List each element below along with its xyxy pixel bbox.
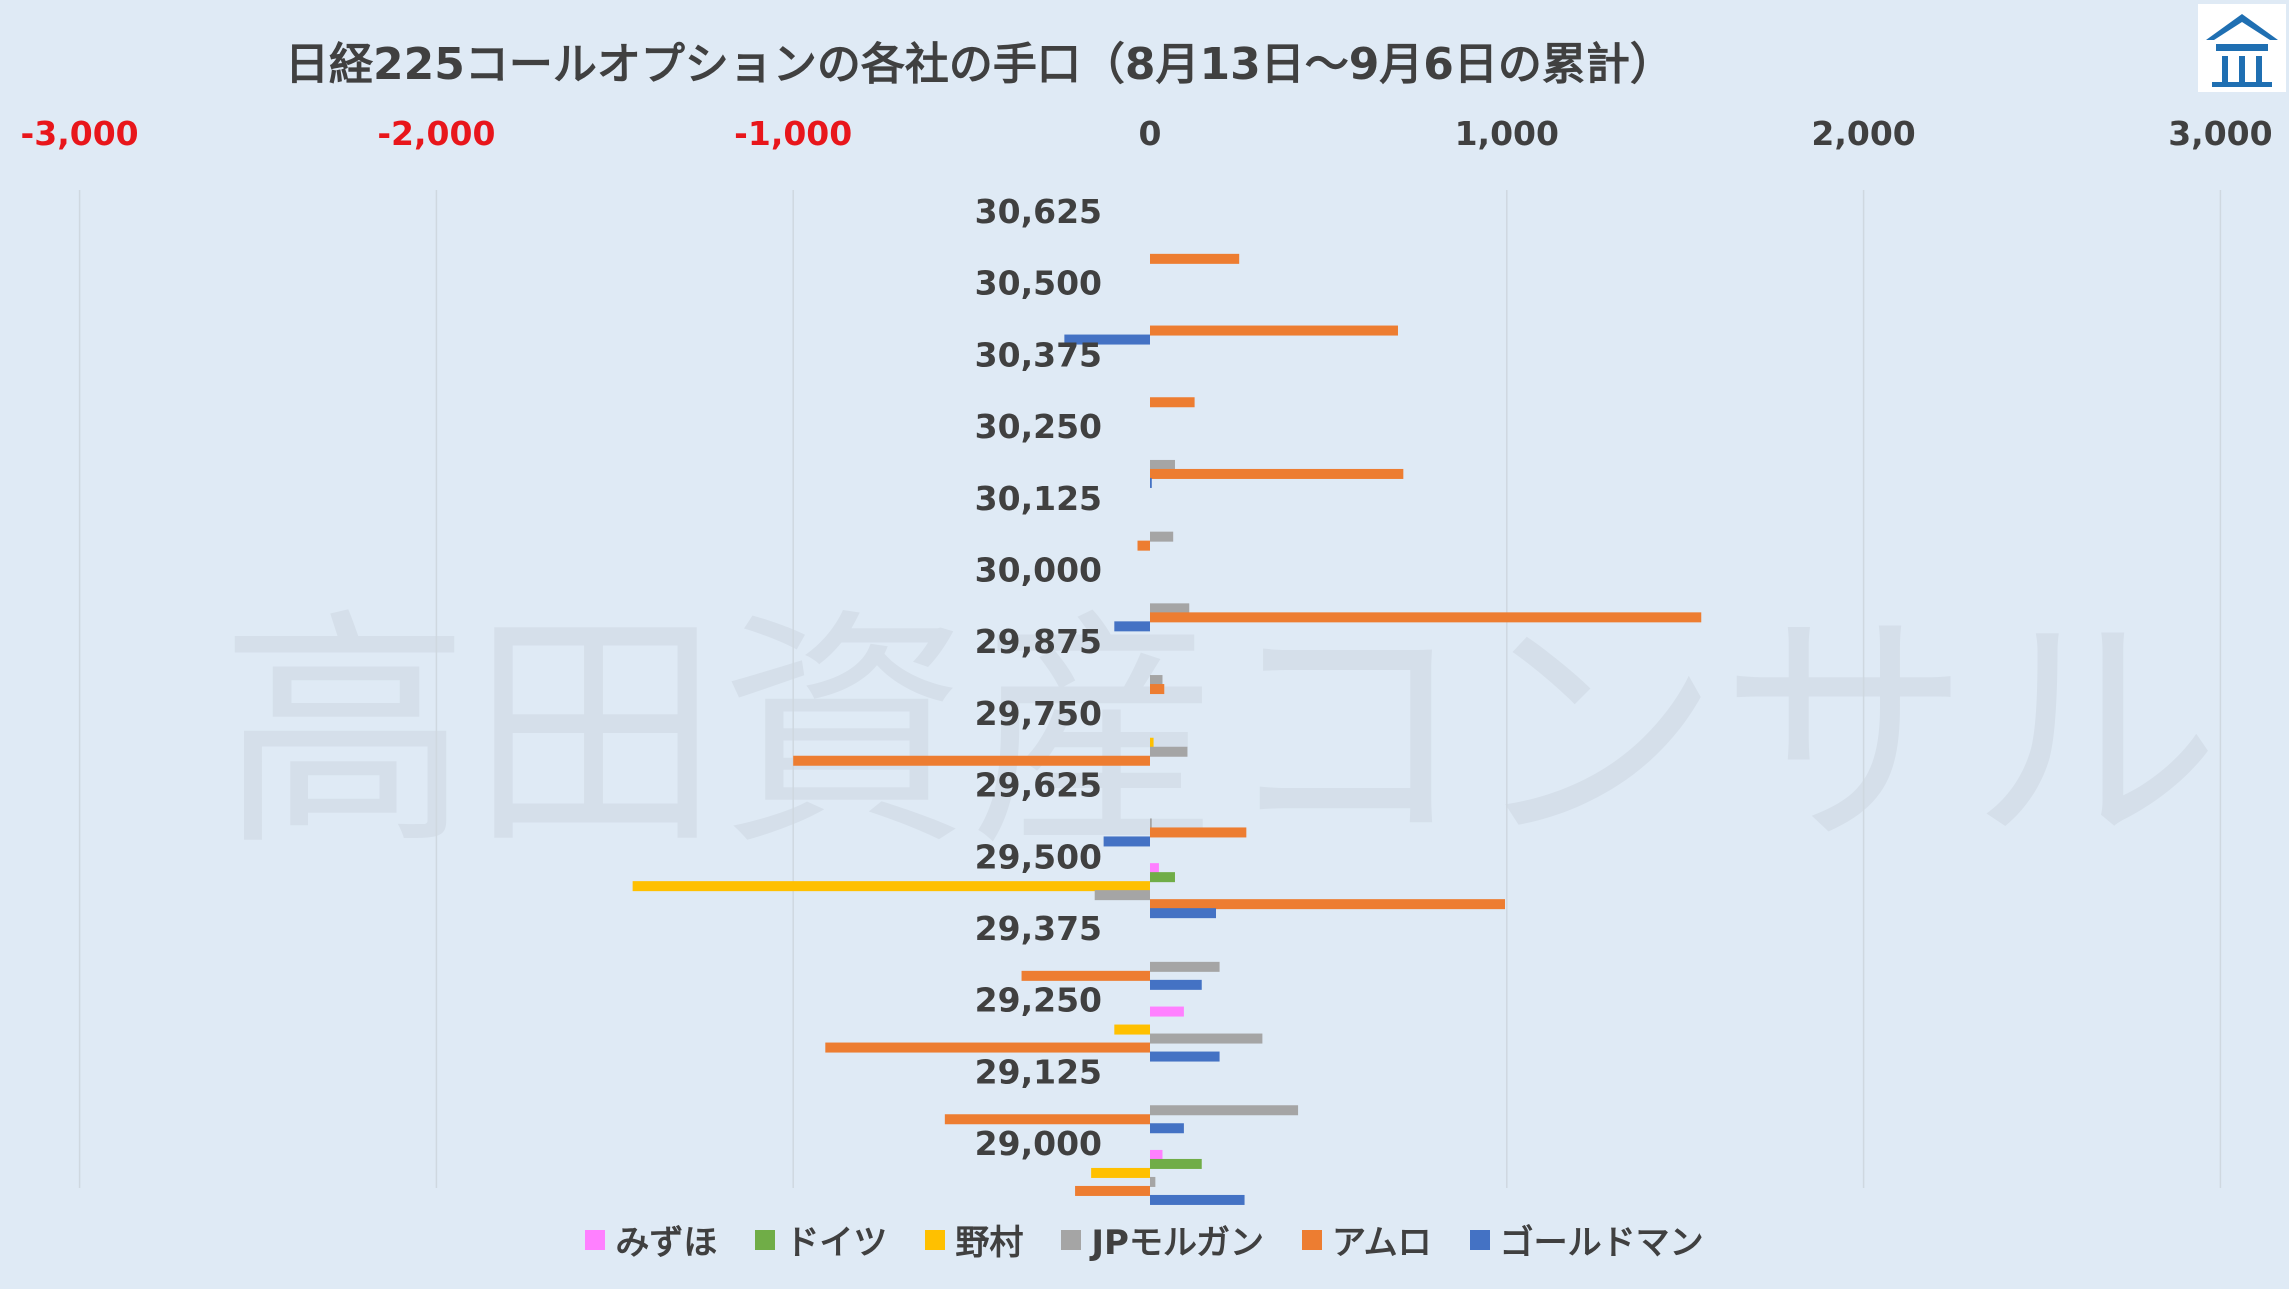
bar bbox=[1150, 1105, 1299, 1116]
bar bbox=[1150, 899, 1506, 910]
bar bbox=[1150, 253, 1240, 264]
legend-item: アムロ bbox=[1301, 1215, 1432, 1264]
bar bbox=[1150, 1006, 1184, 1017]
category-label: 30,250 bbox=[975, 407, 1102, 446]
bar bbox=[1150, 979, 1202, 990]
bar bbox=[1150, 908, 1217, 919]
bar bbox=[1150, 737, 1154, 748]
bar bbox=[1114, 1024, 1150, 1035]
bar bbox=[825, 1042, 1150, 1053]
bar bbox=[1094, 890, 1150, 901]
legend-swatch bbox=[1301, 1229, 1322, 1250]
legend-label: ドイツ bbox=[785, 1223, 888, 1263]
bar bbox=[1150, 1194, 1245, 1205]
category-label: 29,250 bbox=[975, 981, 1102, 1020]
bar bbox=[1150, 1123, 1184, 1134]
bar bbox=[1150, 531, 1174, 542]
category-label: 30,125 bbox=[975, 479, 1102, 518]
bar bbox=[1150, 684, 1165, 695]
category-label: 29,125 bbox=[975, 1052, 1102, 1091]
legend-item: ゴールドマン bbox=[1469, 1215, 1704, 1264]
legend-item: JPモルガン bbox=[1061, 1215, 1264, 1264]
category-label: 30,000 bbox=[975, 551, 1102, 590]
legend-item: 野村 bbox=[925, 1215, 1023, 1264]
bar bbox=[1150, 675, 1163, 686]
legend-swatch bbox=[1061, 1229, 1082, 1250]
legend-swatch bbox=[1469, 1229, 1490, 1250]
legend-item: みずほ bbox=[585, 1215, 717, 1264]
x-tick-label: 1,000 bbox=[1455, 114, 1559, 153]
bar bbox=[1150, 1158, 1202, 1169]
bar bbox=[1150, 1176, 1156, 1187]
category-label: 29,625 bbox=[975, 766, 1102, 805]
bar-chart: -3,000 -2,000 -1,000 0 1,000 2,000 3,000 30,625… bbox=[21, 114, 2273, 1205]
bar bbox=[1150, 746, 1188, 757]
bar bbox=[1150, 1149, 1163, 1160]
bar bbox=[1091, 1167, 1150, 1178]
x-tick-label: 2,000 bbox=[1811, 114, 1915, 153]
bar bbox=[632, 881, 1150, 892]
bar bbox=[944, 1114, 1150, 1125]
legend-label: JPモルガン bbox=[1091, 1223, 1264, 1263]
x-tick-label: -1,000 bbox=[734, 114, 852, 153]
bar bbox=[793, 755, 1150, 766]
category-label: 30,500 bbox=[975, 264, 1102, 303]
legend-label: 野村 bbox=[955, 1223, 1024, 1263]
bar bbox=[1150, 961, 1220, 972]
bar bbox=[1075, 1185, 1150, 1196]
category-label: 29,000 bbox=[975, 1124, 1102, 1163]
bar bbox=[1150, 1051, 1220, 1062]
legend-item: ドイツ bbox=[755, 1215, 887, 1264]
x-tick-label: 0 bbox=[1139, 114, 1162, 153]
category-label: 29,875 bbox=[975, 622, 1102, 661]
bar bbox=[1150, 468, 1404, 479]
bar bbox=[1150, 827, 1247, 838]
bar bbox=[1103, 836, 1150, 847]
bar bbox=[1064, 334, 1150, 345]
legend-swatch bbox=[585, 1229, 606, 1250]
bar bbox=[1114, 621, 1150, 632]
bar bbox=[1150, 459, 1175, 470]
legend: みずほ ドイツ 野村 JPモルガン アムロ ゴールドマン bbox=[0, 1215, 2289, 1264]
legend-label: アムロ bbox=[1331, 1223, 1432, 1263]
bar bbox=[1150, 872, 1175, 883]
bar bbox=[1137, 540, 1150, 551]
bar bbox=[1150, 397, 1195, 408]
legend-swatch bbox=[755, 1229, 776, 1250]
x-tick-label: -3,000 bbox=[21, 114, 139, 153]
category-label: 30,625 bbox=[975, 192, 1102, 231]
category-label: 30,375 bbox=[975, 335, 1102, 374]
legend-label: ゴールドマン bbox=[1499, 1223, 1704, 1263]
category-label: 29,750 bbox=[975, 694, 1102, 733]
x-tick-label: 3,000 bbox=[2168, 114, 2272, 153]
category-label: 29,375 bbox=[975, 909, 1102, 948]
category-label: 29,500 bbox=[975, 837, 1102, 876]
bar bbox=[1150, 603, 1190, 614]
bar bbox=[1150, 1033, 1263, 1044]
bar bbox=[1021, 970, 1150, 981]
x-tick-label: -2,000 bbox=[377, 114, 495, 153]
chart-title: 日経225コールオプションの各社の手口（8月13日〜9月6日の累計） bbox=[285, 39, 1674, 90]
bar bbox=[1150, 863, 1159, 874]
legend-swatch bbox=[925, 1229, 946, 1250]
bar bbox=[1150, 818, 1152, 829]
bar bbox=[1150, 477, 1152, 488]
legend-label: みずほ bbox=[615, 1223, 718, 1263]
bar bbox=[1150, 612, 1702, 623]
logo-icon bbox=[2198, 4, 2286, 92]
bar bbox=[1150, 325, 1398, 336]
